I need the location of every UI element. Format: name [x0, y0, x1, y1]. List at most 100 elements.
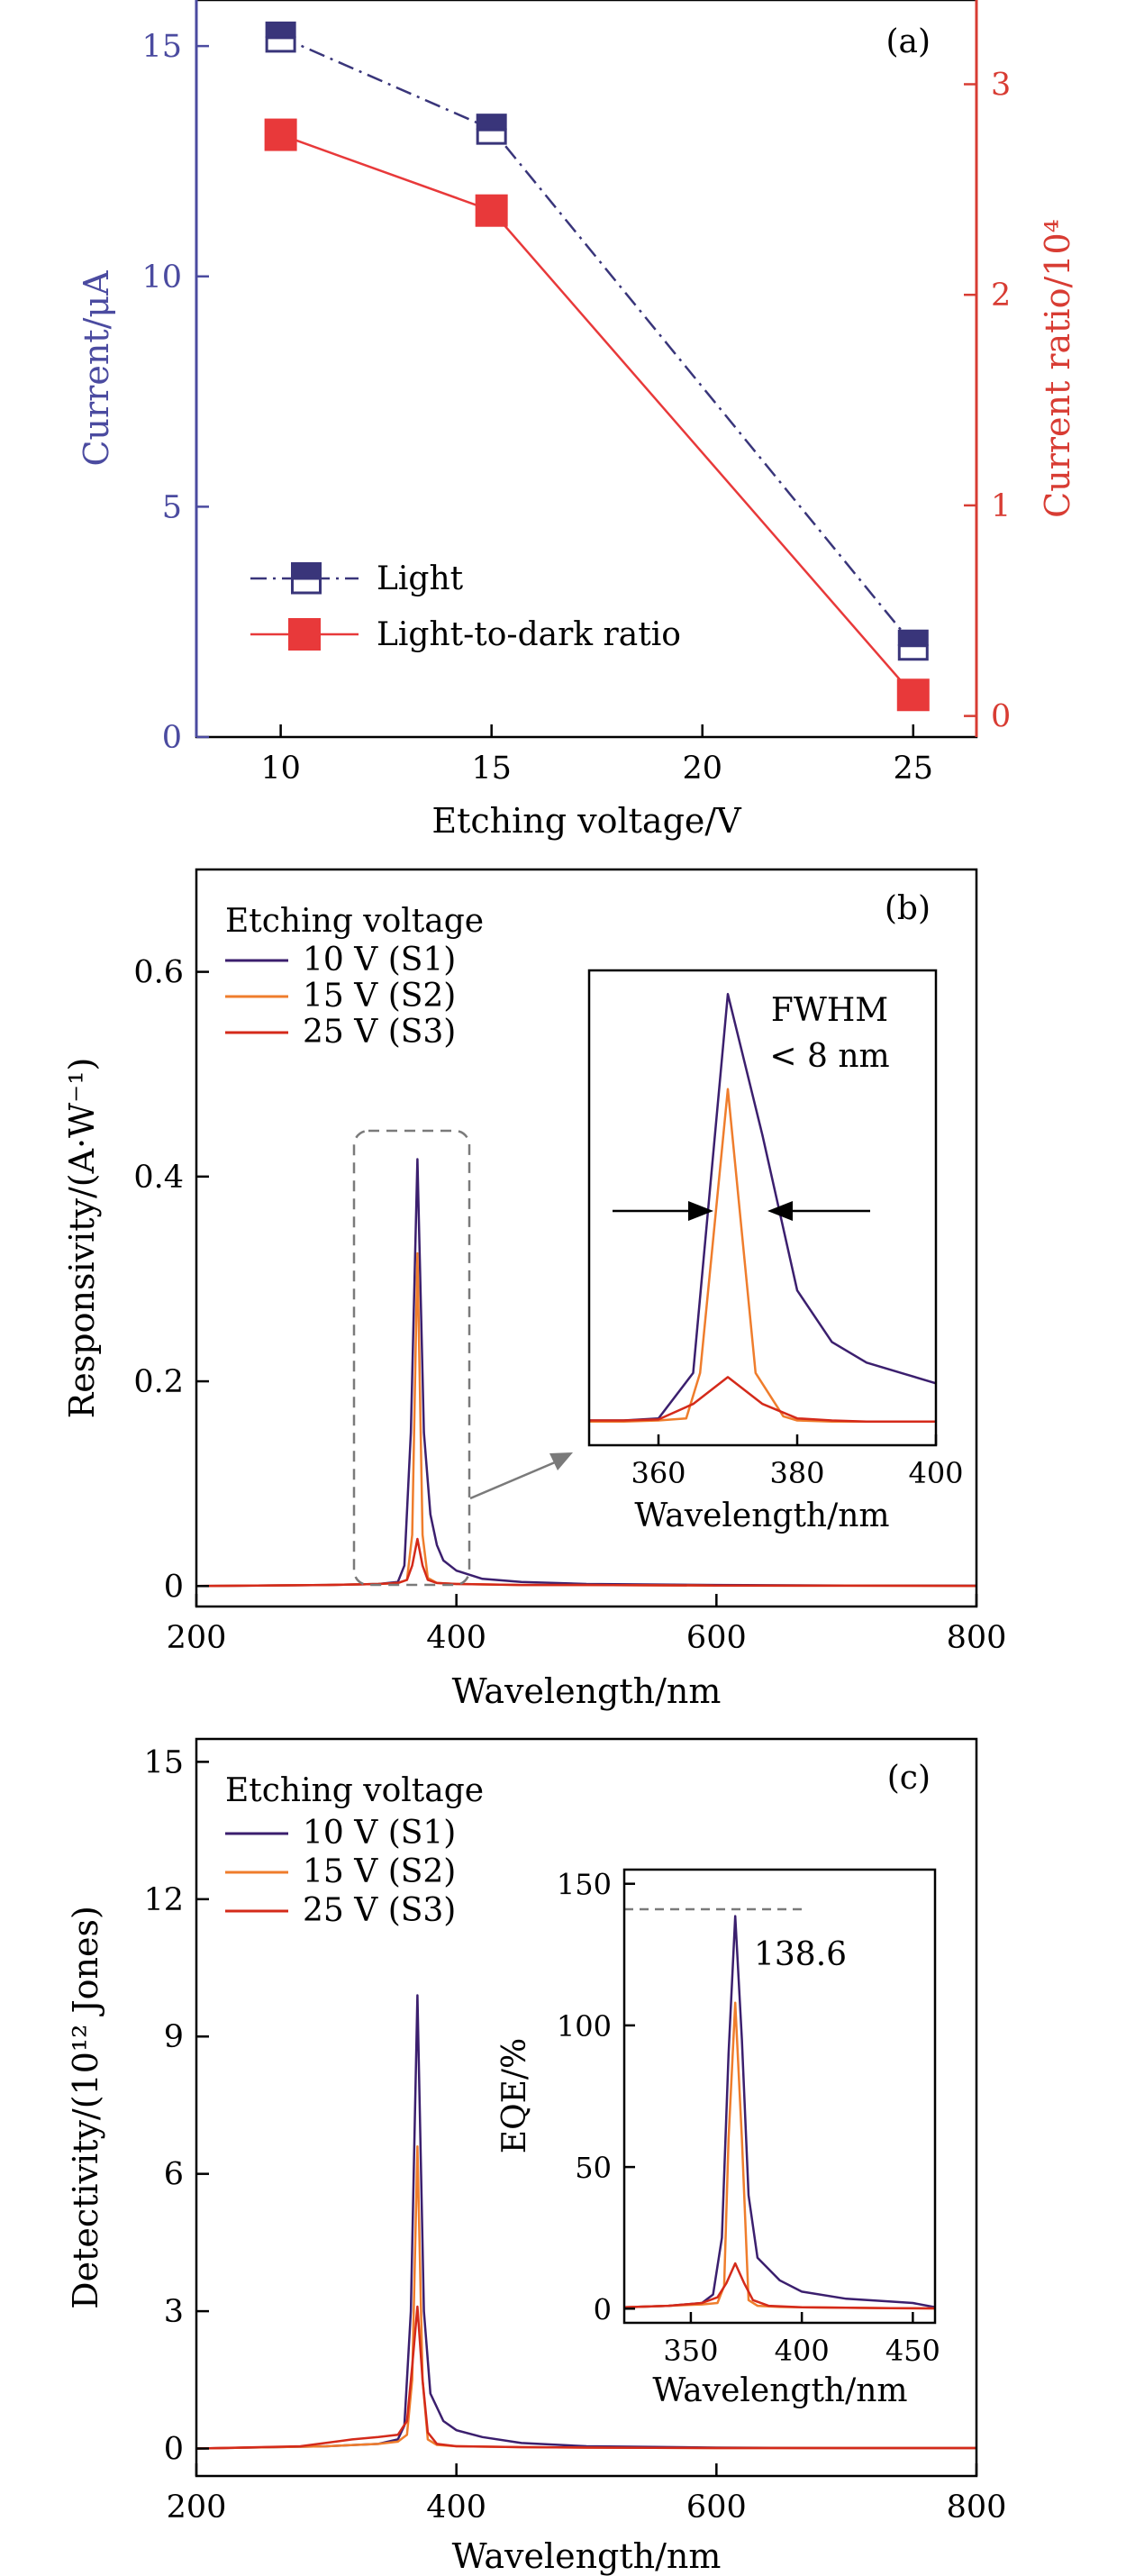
fwhm-right-arrow-head — [767, 1201, 793, 1221]
zoom-arrow-head — [549, 1452, 573, 1470]
light-point — [265, 21, 296, 53]
panel-c-ticks: 200 400 600 800 0 3 6 9 12 15 — [143, 1744, 1006, 2526]
panel-a-ticks: 10 15 20 25 0 5 10 15 0 1 2 3 — [141, 29, 1011, 787]
ratio-point — [475, 194, 508, 227]
panel-b-label: (b) — [885, 890, 931, 927]
y-tick-label: 0.6 — [133, 955, 184, 991]
series-s3-line — [196, 1537, 976, 1588]
x-tick-label: 15 — [471, 751, 512, 787]
y-tick-label: 12 — [143, 1882, 184, 1918]
inset-series-s3-line — [624, 2262, 935, 2310]
panel-a-right-axis-title: Current ratio/10⁴ — [1038, 219, 1077, 518]
panel-b-inset: 360 380 400 Wavelength/nm FWHM < 8 nm — [587, 969, 964, 1534]
left-y-tick-label: 5 — [162, 489, 182, 525]
legend-s3-label: 25 V (S3) — [303, 1014, 456, 1051]
inset-c-plot-area — [624, 1907, 935, 2310]
panel-a-x-axis-title: Etching voltage/V — [431, 801, 741, 841]
panel-b-legend: Etching voltage 10 V (S1) 15 V (S2) 25 V… — [225, 903, 484, 1051]
legend-title: Etching voltage — [225, 903, 484, 940]
legend-light-marker-bottom — [291, 577, 322, 595]
legend-title: Etching voltage — [225, 1772, 484, 1809]
inset-b-x-axis-title: Wavelength/nm — [634, 1497, 889, 1534]
x-tick-label: 360 — [631, 1456, 686, 1490]
panel-c-legend: Etching voltage 10 V (S1) 15 V (S2) 25 V… — [225, 1772, 484, 1929]
ratio-point — [264, 118, 297, 151]
panel-b-frame — [195, 868, 978, 1608]
panel-c-frame — [195, 1737, 978, 2478]
inset-c-background — [624, 1870, 935, 2323]
x-tick-label: 400 — [426, 1620, 486, 1656]
fwhm-value-label: < 8 nm — [769, 1038, 889, 1075]
panel-c-plot-area — [196, 1994, 976, 2450]
fwhm-label: FWHM — [771, 992, 888, 1029]
light-point — [476, 114, 507, 145]
light-point — [897, 629, 929, 661]
left-y-tick-label: 15 — [141, 29, 182, 65]
panel-b-plot-area — [196, 1158, 976, 1588]
y-tick-label: 3 — [164, 2294, 184, 2330]
x-tick-label: 20 — [682, 751, 722, 787]
panel-c: 200 400 600 800 0 3 6 9 12 15 (c) Wavelength/nm D… — [66, 1737, 1006, 2576]
right-y-tick-label: 1 — [991, 488, 1011, 524]
y-tick-label: 0 — [164, 1569, 184, 1605]
inset-b-plot-area — [589, 993, 936, 1423]
panel-c-label: (c) — [887, 1760, 931, 1797]
series-light-line — [280, 35, 914, 646]
x-tick-label: 800 — [947, 2490, 1007, 2526]
x-tick-label: 380 — [769, 1456, 824, 1490]
inset-c-x-axis-title: Wavelength/nm — [652, 2372, 907, 2409]
legend-light-label: Light — [377, 560, 464, 597]
x-tick-label: 600 — [686, 1620, 747, 1656]
right-y-tick-label: 0 — [991, 699, 1011, 735]
x-tick-label: 400 — [908, 1456, 963, 1490]
inset-series-s3-line — [589, 1376, 936, 1423]
y-tick-label: 0.4 — [133, 1160, 184, 1196]
fwhm-left-arrow-head — [688, 1201, 713, 1221]
panel-c-x-axis-title: Wavelength/nm — [452, 2536, 722, 2576]
legend-s3-label: 25 V (S3) — [303, 1892, 456, 1929]
panel-a-label: (a) — [885, 23, 931, 60]
x-tick-label: 400 — [426, 2490, 486, 2526]
zoom-arrow-line — [469, 1461, 556, 1500]
x-tick-label: 450 — [885, 2334, 940, 2368]
y-tick-label: 0 — [594, 2292, 612, 2326]
y-tick-label: 0.2 — [133, 1364, 184, 1400]
ratio-point — [896, 678, 930, 712]
y-tick-label: 6 — [164, 2157, 184, 2193]
inset-b-ticks: 360 380 400 — [631, 1434, 964, 1490]
x-tick-label: 200 — [167, 2490, 227, 2526]
x-tick-label: 10 — [260, 751, 301, 787]
x-tick-label: 800 — [947, 1620, 1007, 1656]
panel-a: 10 15 20 25 0 5 10 15 0 1 2 3 (a) Etching voltage/V… — [77, 0, 1077, 841]
x-tick-label: 350 — [663, 2334, 718, 2368]
panel-a-plot-area — [264, 21, 930, 712]
legend-ratio-label: Light-to-dark ratio — [377, 616, 681, 653]
panel-b: 200 400 600 800 0 0.2 0.4 0.6 (b) Wavelength/nm… — [62, 868, 1007, 1711]
right-y-tick-label: 2 — [991, 278, 1011, 314]
inset-c-y-axis-title: EQE/% — [496, 2038, 533, 2153]
zoom-region-box — [352, 1129, 471, 1587]
x-tick-label: 200 — [167, 1620, 227, 1656]
series-ratio-line — [280, 133, 914, 696]
right-y-tick-label: 3 — [991, 67, 1011, 103]
y-tick-label: 150 — [557, 1868, 612, 1902]
inset-c-frame — [622, 1868, 937, 2325]
inset-b-frame — [587, 969, 938, 1447]
panel-a-legend: Light Light-to-dark ratio — [250, 560, 681, 653]
x-tick-label: 600 — [686, 2490, 747, 2526]
eqe-peak-label: 138.6 — [754, 1936, 847, 1973]
left-y-tick-label: 10 — [141, 259, 182, 296]
left-y-tick-label: 0 — [162, 720, 182, 756]
panel-a-left-axis-title: Current/μA — [77, 270, 116, 467]
x-tick-label: 400 — [775, 2334, 830, 2368]
legend-light-marker-top — [291, 562, 322, 578]
legend-s2-label: 15 V (S2) — [303, 1853, 456, 1890]
y-tick-label: 9 — [164, 2019, 184, 2055]
legend-s1-label: 10 V (S1) — [303, 942, 456, 979]
panel-b-y-axis-title: Responsivity/(A·W⁻¹) — [62, 1058, 102, 1419]
series-s3-line — [196, 2305, 976, 2450]
y-tick-label: 0 — [164, 2432, 184, 2468]
y-tick-label: 100 — [557, 2009, 612, 2044]
y-tick-label: 15 — [143, 1744, 184, 1780]
